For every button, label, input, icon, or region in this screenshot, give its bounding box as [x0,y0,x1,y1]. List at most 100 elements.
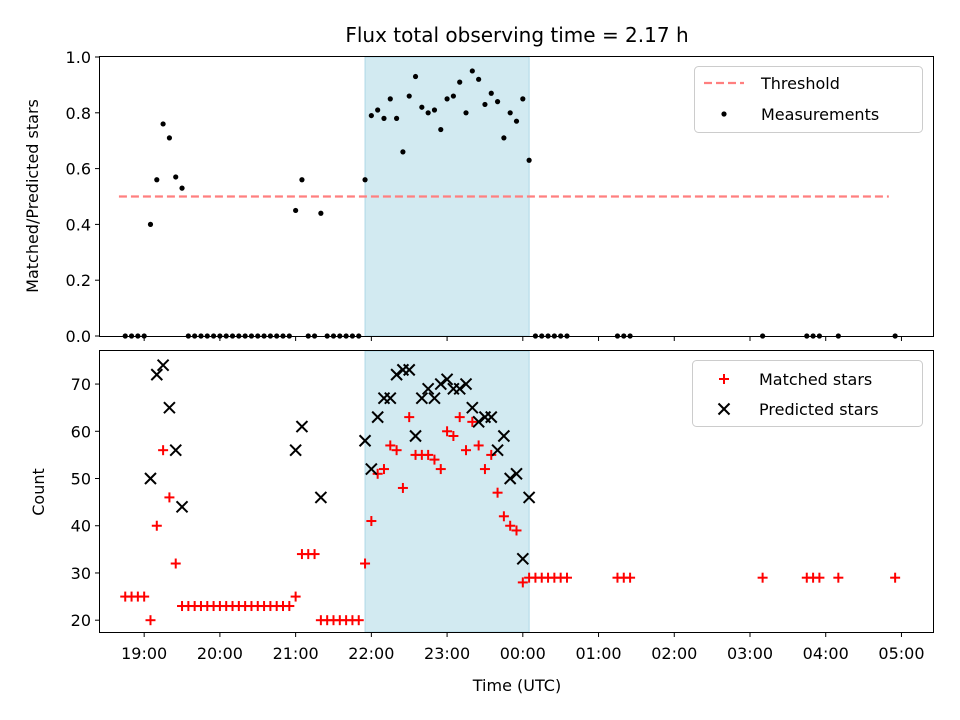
y-tick-label: 0.8 [66,104,91,123]
measurement-point [179,185,185,191]
legend-predicted-label: Predicted stars [759,400,879,419]
predicted-star-point [409,429,422,443]
y-tick-label: 40 [71,517,91,536]
predicted-star-point [485,410,498,424]
measurement-point [368,112,374,119]
count-axis-ticks: 20 30 40 50 60 70 19:00 20:00 21:00 22:00 23:00 00:… [71,375,925,663]
observing-window-bottom [364,350,530,633]
x-tick-label: 19:00 [121,644,167,663]
predicted-star-point [503,472,517,485]
measurement-point [488,90,494,96]
measurement-point [393,115,400,121]
matched-star-point [890,572,901,583]
matched-star-point [391,445,402,456]
predicted-star-point [522,491,536,504]
predicted-star-point [516,552,530,566]
measurement-point [173,174,179,180]
measurement-point [476,76,482,82]
legend-predicted-marker [717,402,731,416]
measurement-point [463,110,469,116]
measurement-point [412,73,419,80]
count-legend-box [692,360,923,427]
predicted-star-point [175,500,189,514]
matched-star-point [429,454,440,465]
predicted-star-point [163,401,176,414]
matched-star-point [151,520,162,531]
measurement-point [494,99,501,105]
measurement-point [520,96,526,102]
y-tick-label: 0.0 [66,327,91,346]
predicted-star-point [365,462,378,476]
matched-star-point [454,412,465,423]
measurement-point [400,149,406,155]
matched-star-point [404,412,415,423]
matched-star-point [372,468,383,479]
predicted-star-point [434,377,447,391]
measurement-point [166,135,173,141]
measurement-point [438,126,444,133]
y-tick-label: 0.2 [66,271,91,290]
measurement-point [431,107,438,113]
measurement-point [513,118,520,124]
matched-star-point [479,464,490,475]
matched-star-point [423,449,434,460]
y-tick-label: 0.6 [66,160,91,179]
matched-star-point [505,520,516,531]
x-tick-label: 05:00 [878,644,924,663]
observing-window-band [364,350,530,633]
legend-matched-label: Matched stars [759,370,872,389]
measurement-point [507,110,513,116]
matched-star-point [145,615,156,626]
x-tick-label: 02:00 [651,644,697,663]
matched-star-point [814,572,825,583]
measurement-point [444,96,450,102]
matched-star-point [498,511,509,522]
x-tick-label: 22:00 [348,644,394,663]
ratio-y-axis-label: Matched/Predicted stars [23,99,42,293]
measurement-point [375,107,381,113]
y-tick-label: 30 [71,564,91,583]
legend-predicted-swatch [717,402,731,416]
predicted-stars-series [144,358,536,566]
ratio-axis-ticks: 0.0 0.2 0.4 0.6 0.8 1.0 [66,48,902,346]
predicted-star-point [415,392,429,405]
predicted-star-point [453,382,466,395]
matched-star-point [164,492,175,503]
measurement-point [299,177,305,183]
y-tick-label: 1.0 [66,48,91,67]
predicted-star-point [144,472,157,485]
predicted-star-point [156,358,170,372]
y-tick-label: 20 [71,611,91,630]
chart-title: Flux total observing time = 2.17 h [345,23,688,47]
y-tick-label: 70 [71,375,91,394]
measurement-point [362,177,368,183]
matched-star-point [473,440,484,451]
measurement-point [425,110,431,116]
x-tick-label: 01:00 [575,644,621,663]
count-legend: Matched stars Predicted stars [692,360,923,427]
predicted-star-point [295,420,309,433]
predicted-star-point [466,401,479,414]
count-y-axis-label: Count [29,468,48,516]
predicted-star-point [314,491,328,504]
x-axis-label: Time (UTC) [472,676,561,695]
matched-star-point [561,572,572,583]
matched-star-point [284,601,295,612]
predicted-star-point [510,467,523,480]
x-tick-label: 21:00 [273,644,319,663]
measurement-point [457,79,463,85]
matched-star-point [511,525,522,536]
matched-star-point [517,577,528,588]
predicted-star-point [459,377,473,391]
y-tick-label: 0.4 [66,215,91,234]
measurement-point [147,221,154,227]
measurement-point [450,93,456,99]
measurement-point [387,96,393,102]
legend-matched-swatch [719,374,729,384]
x-tick-label: 03:00 [727,644,773,663]
measurement-point [419,104,425,110]
predicted-star-point [491,443,504,457]
predicted-star-point [384,392,397,405]
count-panel: 20 30 40 50 60 70 19:00 20:00 21:00 22:00 23:00 00:… [29,350,934,695]
